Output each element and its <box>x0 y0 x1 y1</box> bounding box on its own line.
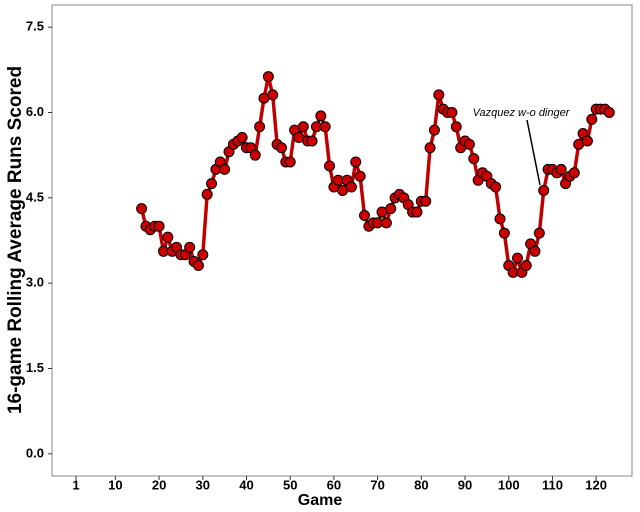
point <box>380 217 392 229</box>
point <box>581 135 593 147</box>
point <box>153 220 165 232</box>
annotation: Vazquez w-o dinger <box>473 107 571 119</box>
point <box>206 178 218 190</box>
point <box>511 252 523 264</box>
point <box>297 121 309 133</box>
annotation-line <box>526 119 541 186</box>
point <box>315 110 327 122</box>
point <box>184 241 196 253</box>
point <box>494 213 506 225</box>
x-tick-label: 80 <box>414 477 428 492</box>
y-tick-label: 3.0 <box>26 275 44 290</box>
point <box>275 142 287 154</box>
point <box>249 149 261 161</box>
y-tick-label: 0.0 <box>26 445 44 460</box>
x-tick-label: 60 <box>327 477 341 492</box>
x-tick-label: 110 <box>542 477 563 492</box>
point <box>345 181 357 193</box>
point <box>267 89 279 101</box>
point <box>319 121 331 133</box>
y-tick-label: 4.5 <box>26 189 44 204</box>
point <box>603 107 615 119</box>
x-tick-label: 120 <box>585 477 607 492</box>
point <box>428 124 440 136</box>
point <box>324 160 336 172</box>
point <box>236 132 248 144</box>
point <box>162 231 174 243</box>
point <box>219 163 231 175</box>
point <box>490 181 502 193</box>
y-tick-label: 6.0 <box>26 104 44 119</box>
x-tick-label: 100 <box>498 477 520 492</box>
point <box>197 249 209 261</box>
point <box>385 203 397 215</box>
x-tick-label: 30 <box>196 477 210 492</box>
point <box>520 260 532 272</box>
point <box>136 203 148 215</box>
point <box>350 156 362 168</box>
point <box>411 206 423 218</box>
point <box>262 71 274 83</box>
x-tick-label: 50 <box>283 477 297 492</box>
point <box>424 142 436 154</box>
point <box>201 188 213 200</box>
point <box>446 107 458 119</box>
x-tick-label: 20 <box>152 477 166 492</box>
point <box>192 260 204 272</box>
point <box>450 121 462 133</box>
point <box>420 195 432 207</box>
point <box>354 170 366 182</box>
x-tick-label: 40 <box>239 477 253 492</box>
point <box>463 138 475 150</box>
point <box>433 89 445 101</box>
x-tick-label: 70 <box>370 477 384 492</box>
point <box>533 227 545 239</box>
point <box>254 121 266 133</box>
y-tick-label: 1.5 <box>26 360 44 375</box>
point <box>359 209 371 221</box>
x-tick-label: 90 <box>458 477 472 492</box>
plot-panel <box>51 4 633 477</box>
x-tick-label: 1 <box>72 477 79 492</box>
point <box>498 227 510 239</box>
point <box>586 113 598 125</box>
point <box>468 153 480 165</box>
y-axis-title: 16-game Rolling Average Runs Scored <box>5 66 26 414</box>
point <box>306 135 318 147</box>
x-tick-label: 10 <box>108 477 122 492</box>
point <box>284 156 296 168</box>
x-axis-title: Game <box>298 492 343 509</box>
point <box>555 163 567 175</box>
point <box>538 184 550 196</box>
y-tick-label: 7.5 <box>26 19 44 34</box>
point <box>529 245 541 257</box>
point <box>568 167 580 179</box>
